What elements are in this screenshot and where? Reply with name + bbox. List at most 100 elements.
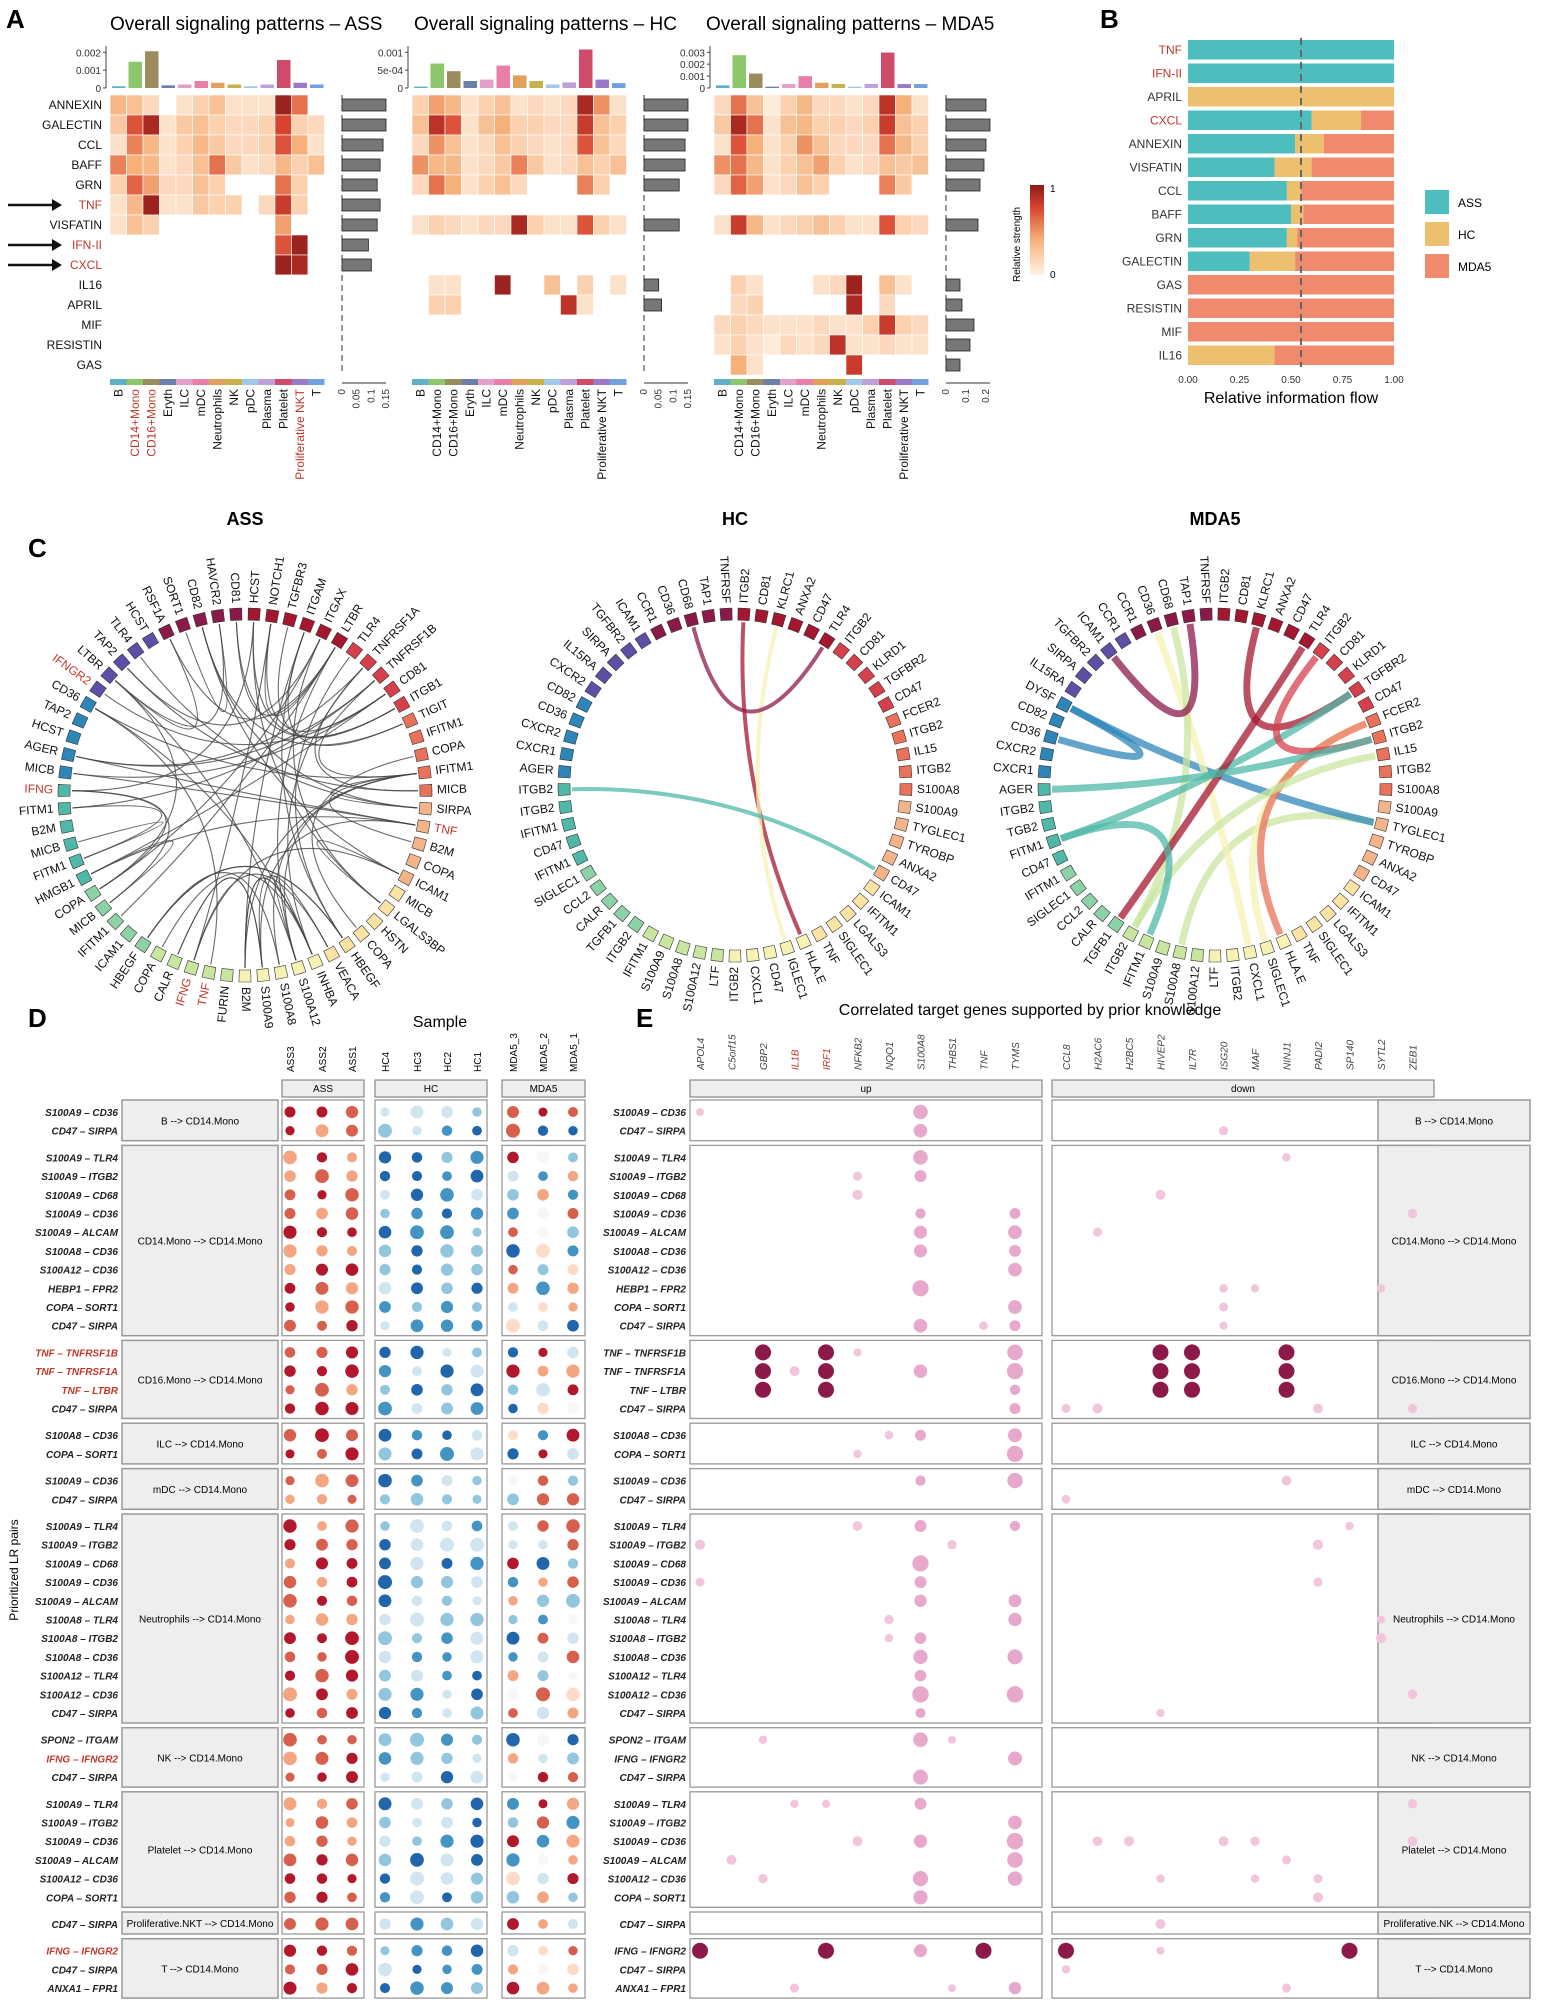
lr-pair-label: COPA – SORT1 (46, 1450, 118, 1461)
heat-cell (895, 274, 913, 296)
cell-type-label: NK (227, 389, 241, 406)
pathway-label: TNF (79, 198, 102, 212)
cell-color-strip (610, 379, 627, 385)
chord-sector (839, 904, 857, 923)
target-dot (914, 1632, 927, 1644)
chord-label: ITGB2 (518, 782, 553, 797)
chord-sector (401, 712, 419, 729)
legend-swatch-HC (1425, 222, 1449, 246)
heat-cell (862, 334, 880, 356)
expression-dot (470, 1944, 484, 1957)
target-dot (726, 1854, 737, 1865)
top-bar-Platelet (579, 49, 593, 88)
expression-dot (470, 1706, 484, 1720)
lr-pair-label-e: S100A8 – CD36 (613, 1247, 686, 1258)
cell-type-label: pDC (243, 389, 257, 413)
block-frame (374, 1099, 488, 1142)
cell-color-strip (577, 379, 594, 385)
chord-label: TNFRSF (1197, 556, 1213, 604)
heat-cell (192, 154, 210, 176)
heat-cell (510, 234, 528, 256)
expression-dot (508, 1475, 518, 1486)
target-dot (818, 1942, 834, 1959)
expression-dot (283, 1687, 297, 1702)
expression-dot (440, 1872, 454, 1885)
heat-cell (142, 354, 160, 376)
chord-sector (1138, 933, 1155, 950)
expression-dot (536, 1244, 550, 1258)
heat-cell (543, 174, 561, 196)
expression-dot (345, 1207, 359, 1220)
expression-dot (538, 1449, 548, 1459)
right-axis-label: 0.05 (654, 389, 665, 409)
bar-ASS-IFN-II (1188, 63, 1394, 83)
heat-cell (428, 154, 446, 176)
expression-dot (346, 1429, 358, 1442)
heat-cell (796, 274, 814, 296)
chord-sector (881, 849, 899, 866)
chord-sector (1361, 849, 1379, 866)
heat-cell (543, 234, 561, 256)
expression-dot (411, 1797, 423, 1810)
expression-dot (380, 1772, 390, 1782)
chord-sector (1371, 729, 1387, 745)
heat-cell (159, 134, 177, 156)
chord-sector (1217, 607, 1231, 621)
heat-cell (411, 114, 429, 136)
expression-dot (471, 1263, 483, 1276)
heat-cell (730, 314, 748, 336)
expression-dot (380, 1521, 390, 1531)
expression-dot (537, 1963, 549, 1976)
expression-dot (378, 1687, 392, 1701)
lr-pair-label-e: S100A9 – CD68 (613, 1559, 686, 1570)
chord-sector (307, 953, 324, 970)
heat-cell (142, 114, 160, 136)
expression-dot (441, 1125, 453, 1136)
heat-cell (126, 334, 144, 356)
expression-dot (536, 1816, 550, 1829)
chord-title: MDA5 (1189, 509, 1240, 529)
row-total-bar (341, 178, 378, 192)
chord-link (1154, 631, 1252, 946)
expression-dot (378, 1123, 392, 1138)
expression-dot (284, 1873, 296, 1884)
heat-cell (895, 114, 913, 136)
lr-pair-label: S100A9 – CD36 (45, 1108, 118, 1119)
lr-pair-label-e: TNF – LTBR (630, 1386, 687, 1397)
lr-pair-label-e: TNF – TNFRSF1B (603, 1348, 686, 1359)
cell-color-strip (110, 379, 127, 385)
row-total-bar (945, 158, 985, 172)
heat-cell (845, 94, 863, 116)
lr-pair-label: ANXA1 – FPR1 (46, 1984, 118, 1995)
legend-label-MDA5: MDA5 (1458, 260, 1492, 274)
chord-sector (1146, 616, 1163, 634)
down-frame (1051, 1938, 1435, 1999)
heat-cell (241, 94, 259, 116)
cell-type-label: B (413, 389, 427, 397)
expression-dot (537, 1475, 549, 1486)
down-frame (1051, 1727, 1435, 1788)
chord-link (99, 680, 177, 890)
lr-pair-label: CD47 – SIRPA (51, 1773, 118, 1784)
sample-label: ASS2 (318, 1046, 329, 1072)
expression-dot (567, 1208, 579, 1219)
expression-dot (440, 1188, 454, 1202)
heat-cell (543, 334, 561, 356)
expression-dot (470, 1650, 484, 1664)
heat-cell (730, 174, 748, 196)
chord-label: HCST (247, 570, 263, 604)
chord-sector (1283, 623, 1300, 641)
expression-dot (284, 1319, 296, 1332)
chord-sector (620, 642, 638, 660)
block-frame (374, 1727, 488, 1788)
chord-sector (1368, 833, 1385, 850)
target-dot (915, 1707, 926, 1719)
expression-dot (316, 1538, 328, 1551)
chord-sector (352, 924, 371, 943)
target-sender-box (1377, 1513, 1531, 1724)
heat-cell (291, 114, 309, 136)
chord-label: CXCL1 (748, 965, 766, 1005)
expression-dot (346, 1817, 358, 1828)
chord-sector (383, 680, 401, 698)
expression-dot (379, 1613, 391, 1626)
